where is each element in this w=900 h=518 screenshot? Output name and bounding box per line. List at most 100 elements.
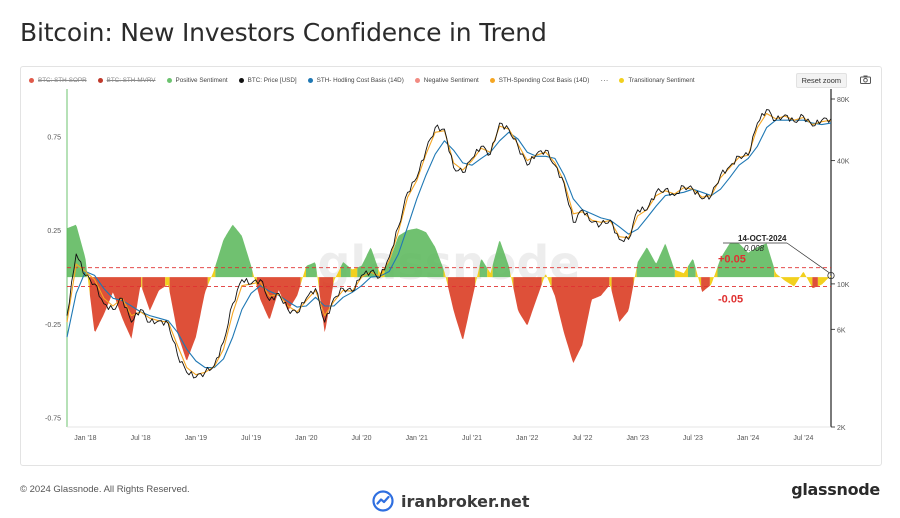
y-left-tick-label: 0.25: [47, 228, 61, 235]
transitionary-sentiment-area: [633, 267, 637, 285]
legend-label: Positive Sentiment: [175, 76, 228, 84]
x-tick-label: Jan '23: [627, 435, 649, 442]
x-tick-label: Jul '21: [462, 435, 482, 442]
threshold-label-positive: +0.05: [718, 254, 746, 266]
legend-item[interactable]: Transitionary Sentiment: [619, 77, 695, 84]
positive-sentiment-area: [67, 224, 87, 278]
transitionary-sentiment-area: [350, 267, 358, 278]
transitionary-sentiment-area: [510, 272, 514, 289]
negative-sentiment-area: [551, 277, 610, 363]
negative-sentiment-area: [447, 277, 476, 340]
positive-sentiment-area: [306, 262, 317, 278]
transitionary-sentiment-area: [475, 265, 480, 286]
negative-sentiment-area: [319, 277, 334, 333]
transitionary-sentiment-area: [487, 265, 493, 278]
legend-item[interactable]: BTC: STH-MVRV: [97, 76, 156, 84]
legend-label: BTC: STH-SOPR: [38, 76, 87, 84]
legend-dot-icon: [238, 77, 244, 83]
transitionary-sentiment-area: [774, 268, 813, 288]
y-right-tick-label: 2K: [837, 425, 846, 432]
legend-item[interactable]: BTC: Price [USD]: [238, 76, 297, 84]
x-tick-label: Jan '19: [185, 435, 207, 442]
positive-sentiment-area: [340, 262, 351, 278]
legend: BTC: STH-SOPR BTC: STH-MVRV Positive Senti…: [29, 73, 706, 87]
positive-sentiment-area: [215, 224, 253, 278]
legend-dot-icon: [414, 77, 420, 83]
x-tick-label: Jul '19: [241, 435, 261, 442]
negative-sentiment-area: [169, 277, 208, 361]
x-tick-label: Jan '20: [295, 435, 317, 442]
x-tick-label: Jul '22: [572, 435, 592, 442]
transitionary-sentiment-area: [316, 272, 320, 290]
transitionary-sentiment-area: [333, 266, 341, 285]
transitionary-sentiment-area: [252, 271, 257, 288]
legend-item[interactable]: Negative Sentiment: [414, 76, 479, 84]
legend-item[interactable]: Positive Sentiment: [166, 76, 228, 84]
transitionary-sentiment-area: [817, 275, 831, 287]
legend-label: BTC: STH-MVRV: [106, 76, 156, 84]
negative-sentiment-area: [513, 277, 542, 325]
copyright: © 2024 Glassnode. All Rights Reserved.: [20, 484, 190, 495]
annotation-marker: [827, 271, 835, 280]
transitionary-sentiment-area: [609, 277, 612, 291]
camera-icon[interactable]: [860, 75, 871, 84]
x-tick-label: Jan '21: [406, 435, 428, 442]
legend-dot-icon: [97, 77, 103, 83]
transitionary-sentiment-area: [141, 277, 143, 290]
chart-panel: BTC: STH-SOPR BTC: STH-MVRV Positive Senti…: [20, 66, 882, 466]
negative-sentiment-area: [701, 277, 710, 292]
legend-separator: ···: [600, 75, 609, 85]
y-right-tick-label: 80K: [837, 97, 850, 104]
x-tick-label: Jul '18: [131, 435, 151, 442]
y-left-tick-label: -0.25: [45, 322, 61, 329]
negative-sentiment-area: [89, 277, 142, 339]
legend-dot-icon: [489, 77, 495, 83]
legend-item[interactable]: STH- Hodling Cost Basis (14D): [307, 76, 404, 84]
x-tick-label: Jul '20: [352, 435, 372, 442]
page-title: Bitcoin: New Investors Confidence in Tre…: [20, 18, 547, 47]
iranbroker-logo-icon: [372, 490, 394, 512]
threshold-label-negative: -0.05: [718, 293, 743, 305]
legend-dot-icon: [619, 77, 625, 83]
chart-plot[interactable]: glassnode0.750.25-0.25-0.7580K40K10K6K2K…: [21, 67, 881, 465]
x-tick-label: Jul '24: [793, 435, 813, 442]
positive-sentiment-area: [688, 259, 696, 278]
x-tick-label: Jan '18: [74, 435, 96, 442]
transitionary-sentiment-area: [709, 267, 718, 286]
positive-sentiment-area: [492, 241, 511, 278]
x-tick-label: Jan '22: [516, 435, 538, 442]
transitionary-sentiment-area: [541, 274, 552, 288]
transitionary-sentiment-area: [443, 269, 448, 287]
y-left-tick-label: -0.75: [45, 416, 61, 423]
positive-sentiment-area: [384, 228, 444, 278]
partner-name: iranbroker.net: [401, 491, 530, 511]
transitionary-sentiment-area: [207, 265, 216, 286]
legend-label: Negative Sentiment: [423, 76, 479, 84]
btc-price-line: [66, 109, 832, 379]
y-right-tick-label: 10K: [837, 282, 850, 289]
annotation-value: 0.008: [744, 244, 765, 253]
transitionary-sentiment-area: [165, 277, 170, 292]
legend-item[interactable]: BTC: STH-SOPR: [29, 77, 87, 84]
reset-zoom-button[interactable]: Reset zoom: [795, 73, 847, 88]
transitionary-sentiment-area: [674, 266, 688, 278]
negative-sentiment-area: [142, 277, 166, 311]
y-right-tick-label: 6K: [837, 327, 846, 334]
partner-brand: iranbroker.net: [372, 490, 530, 512]
legend-label: BTC: Price [USD]: [247, 76, 297, 84]
legend-label: STH- Hodling Cost Basis (14D): [316, 76, 404, 84]
negative-sentiment-area: [256, 277, 301, 319]
negative-sentiment-area: [611, 277, 634, 322]
annotation-date: 14-OCT-2024: [738, 234, 787, 243]
glassnode-logo: glassnode: [791, 480, 880, 499]
sth-spending-cost-basis-line: [66, 112, 832, 376]
y-right-tick-label: 40K: [837, 159, 850, 166]
legend-dot-icon: [29, 77, 34, 83]
transitionary-sentiment-area: [695, 268, 702, 289]
legend-dot-icon: [166, 77, 172, 83]
x-tick-label: Jul '23: [683, 435, 703, 442]
legend-item[interactable]: STH-Spending Cost Basis (14D): [489, 77, 589, 84]
positive-sentiment-area: [636, 243, 675, 278]
positive-sentiment-area: [479, 259, 488, 278]
transitionary-sentiment-area: [86, 268, 90, 296]
